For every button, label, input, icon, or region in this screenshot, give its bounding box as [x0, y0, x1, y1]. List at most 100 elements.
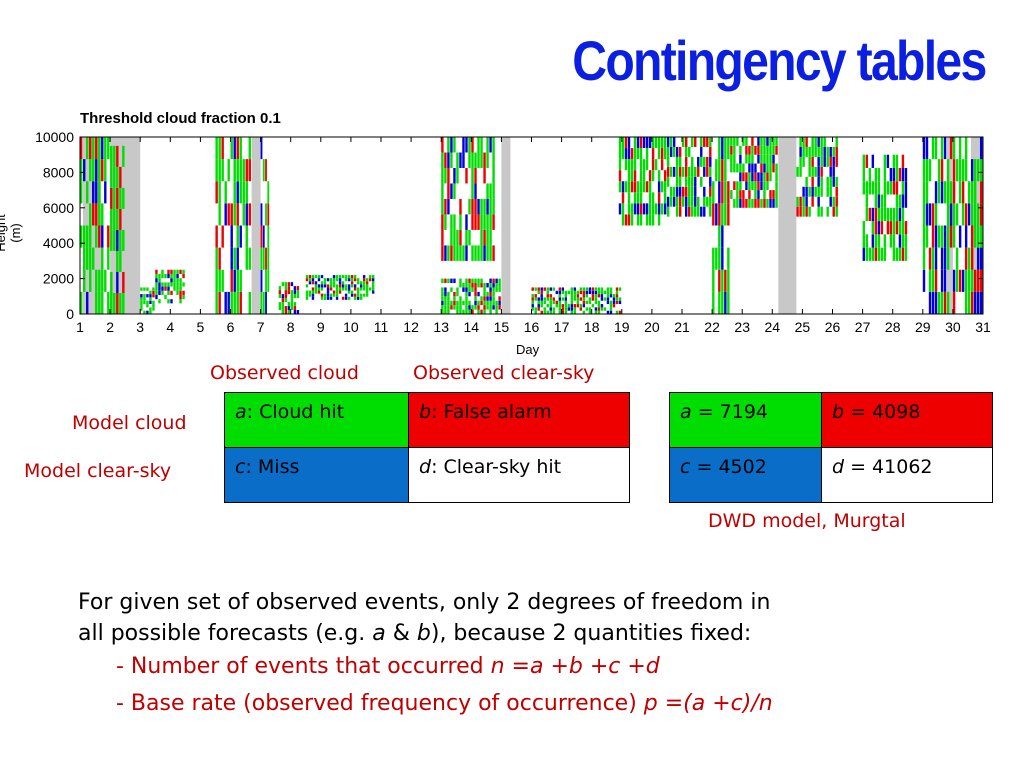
- cloud-cell: [678, 186, 682, 197]
- cloud-cell: [531, 307, 534, 311]
- cloud-cell: [651, 214, 655, 226]
- cloud-cell: [964, 225, 968, 248]
- cloud-cell: [317, 275, 321, 279]
- cloud-cell: [233, 137, 236, 160]
- cloud-cell: [721, 137, 724, 160]
- cloud-cell: [979, 269, 983, 292]
- cloud-cell: [946, 291, 950, 314]
- cloud-cell: [546, 310, 549, 314]
- x-tick-label: 8: [287, 319, 295, 335]
- cloud-cell: [883, 154, 887, 168]
- cloud-cell: [155, 273, 158, 279]
- cloud-cell: [606, 300, 610, 305]
- cloud-cell: [317, 284, 321, 288]
- cloud-cell: [326, 287, 330, 291]
- cloud-cell: [119, 166, 122, 188]
- cloud-cell: [245, 203, 248, 226]
- y-tick-label: 6000: [43, 200, 74, 216]
- cloud-cell: [751, 163, 754, 173]
- cloud-cell: [727, 291, 730, 314]
- cloud-cell: [630, 170, 634, 182]
- row-header-model-clear: Model clear-sky: [24, 460, 172, 482]
- cloud-cell: [158, 299, 161, 304]
- cloud-cell: [675, 186, 679, 197]
- cloud-cell: [465, 309, 468, 314]
- cloud-cell: [549, 297, 552, 301]
- cloud-cell: [480, 309, 483, 314]
- cloud-cell: [480, 300, 483, 306]
- cloud-cell: [326, 293, 330, 297]
- cloud-cell: [678, 156, 682, 167]
- cloud-cell: [609, 300, 613, 305]
- values-caption: DWD model, Murgtal: [708, 510, 906, 532]
- cloud-cell: [877, 207, 881, 222]
- cloud-cell: [173, 286, 176, 291]
- cloud-cell: [489, 198, 492, 215]
- cloud-cell: [606, 287, 610, 291]
- cloud-cell: [871, 181, 875, 195]
- cloud-cell: [116, 208, 119, 230]
- cloud-cell: [546, 290, 549, 295]
- cloud-cell: [600, 304, 604, 308]
- cloud-cell: [173, 278, 176, 283]
- cloud-cell: [922, 225, 926, 248]
- cloud-cell: [871, 234, 875, 248]
- cloud-cell: [356, 290, 360, 294]
- bullet-base-rate: - Base rate (observed frequency of occur…: [116, 691, 773, 716]
- cloud-cell: [582, 304, 586, 308]
- cloud-cell: [621, 181, 625, 193]
- x-tick-label: 29: [915, 319, 931, 335]
- cloud-cell: [221, 225, 224, 248]
- cloud-cell: [152, 290, 155, 295]
- cloud-cell: [152, 300, 155, 305]
- cloud-cell: [678, 206, 682, 217]
- cloud-cell: [371, 278, 375, 282]
- cloud-cell: [703, 137, 706, 147]
- cloud-cell: [552, 310, 555, 314]
- cloud-cell: [892, 167, 896, 182]
- cloud-cell: [456, 229, 459, 246]
- cloud-cell: [441, 291, 444, 297]
- cloud-cell: [267, 269, 270, 292]
- cloud-cell: [564, 307, 568, 311]
- cloud-cell: [811, 137, 814, 147]
- cloud-cell: [796, 196, 799, 207]
- cloud-cell: [694, 196, 697, 207]
- cloud-cell: [645, 181, 649, 193]
- cloud-cell: [453, 183, 456, 199]
- cloud-cell: [492, 198, 495, 215]
- cloud-cell: [874, 234, 878, 248]
- cloud-cell: [104, 181, 107, 204]
- cloud-cell: [672, 196, 676, 207]
- cloud-cell: [335, 287, 339, 291]
- cloud-cell: [940, 137, 944, 160]
- cloud-cell: [669, 146, 673, 157]
- cloud-cell: [877, 247, 881, 261]
- cloud-cell: [486, 214, 489, 230]
- cloud-cell: [492, 167, 495, 184]
- cloud-cell: [709, 186, 712, 197]
- cloud-cell: [453, 245, 456, 261]
- cloud-cell: [889, 207, 893, 222]
- cloud-cell: [585, 300, 589, 305]
- cloud-cell: [612, 297, 616, 301]
- cloud-cell: [465, 287, 468, 292]
- cloud-cell: [886, 154, 890, 168]
- cloud-cell: [221, 159, 224, 182]
- cloud-cell: [116, 250, 119, 272]
- cloud-cell: [465, 300, 468, 306]
- cloud-cell: [317, 278, 321, 282]
- cloud-cell: [474, 300, 477, 306]
- cloud-cell: [871, 207, 875, 222]
- cell-d-definition: d: Clear-sky hit: [408, 447, 630, 503]
- cloud-cell: [549, 304, 552, 308]
- cloud-cell: [573, 287, 577, 291]
- cloud-cell: [901, 194, 905, 208]
- cloud-cell: [751, 145, 754, 155]
- cloud-cell: [576, 294, 580, 298]
- cloud-cell: [600, 307, 604, 311]
- cloud-cell: [149, 297, 152, 301]
- cloud-cell: [558, 290, 561, 295]
- cloud-cell: [636, 214, 640, 226]
- cloud-cell: [745, 198, 748, 208]
